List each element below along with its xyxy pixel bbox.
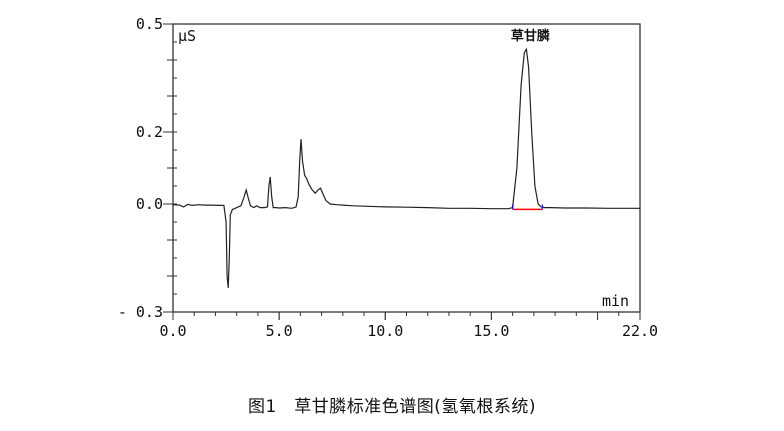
y-tick-label: - 0.3 [118, 303, 163, 321]
x-tick-label: 10.0 [367, 322, 403, 340]
y-tick-label: 0.0 [136, 195, 163, 213]
x-tick-label: 15.0 [473, 322, 509, 340]
figure-caption: 图1 草甘膦标准色谱图(氢氧根系统) [247, 397, 537, 417]
peak-label-glyphosate: 草甘膦 [511, 28, 550, 44]
signal-trace [172, 47, 640, 288]
integration-baseline [512, 204, 543, 211]
chromatogram-chart: 0.0 5.0 10.0 15.0 22.00.50.20.0- 0.3 μS min … [118, 15, 658, 340]
x-tick-label: 5.0 [266, 322, 293, 340]
x-axis-unit-label: min [602, 292, 629, 310]
y-axis-unit-label: μS [178, 27, 196, 45]
y-tick-label: 0.5 [136, 15, 163, 33]
axes [172, 23, 641, 313]
x-tick-label: 0.0 [159, 322, 186, 340]
plot-frame [172, 23, 641, 313]
ticks: 0.0 5.0 10.0 15.0 22.00.50.20.0- 0.3 [118, 15, 658, 340]
y-tick-label: 0.2 [136, 123, 163, 141]
x-tick-label: 22.0 [622, 322, 658, 340]
